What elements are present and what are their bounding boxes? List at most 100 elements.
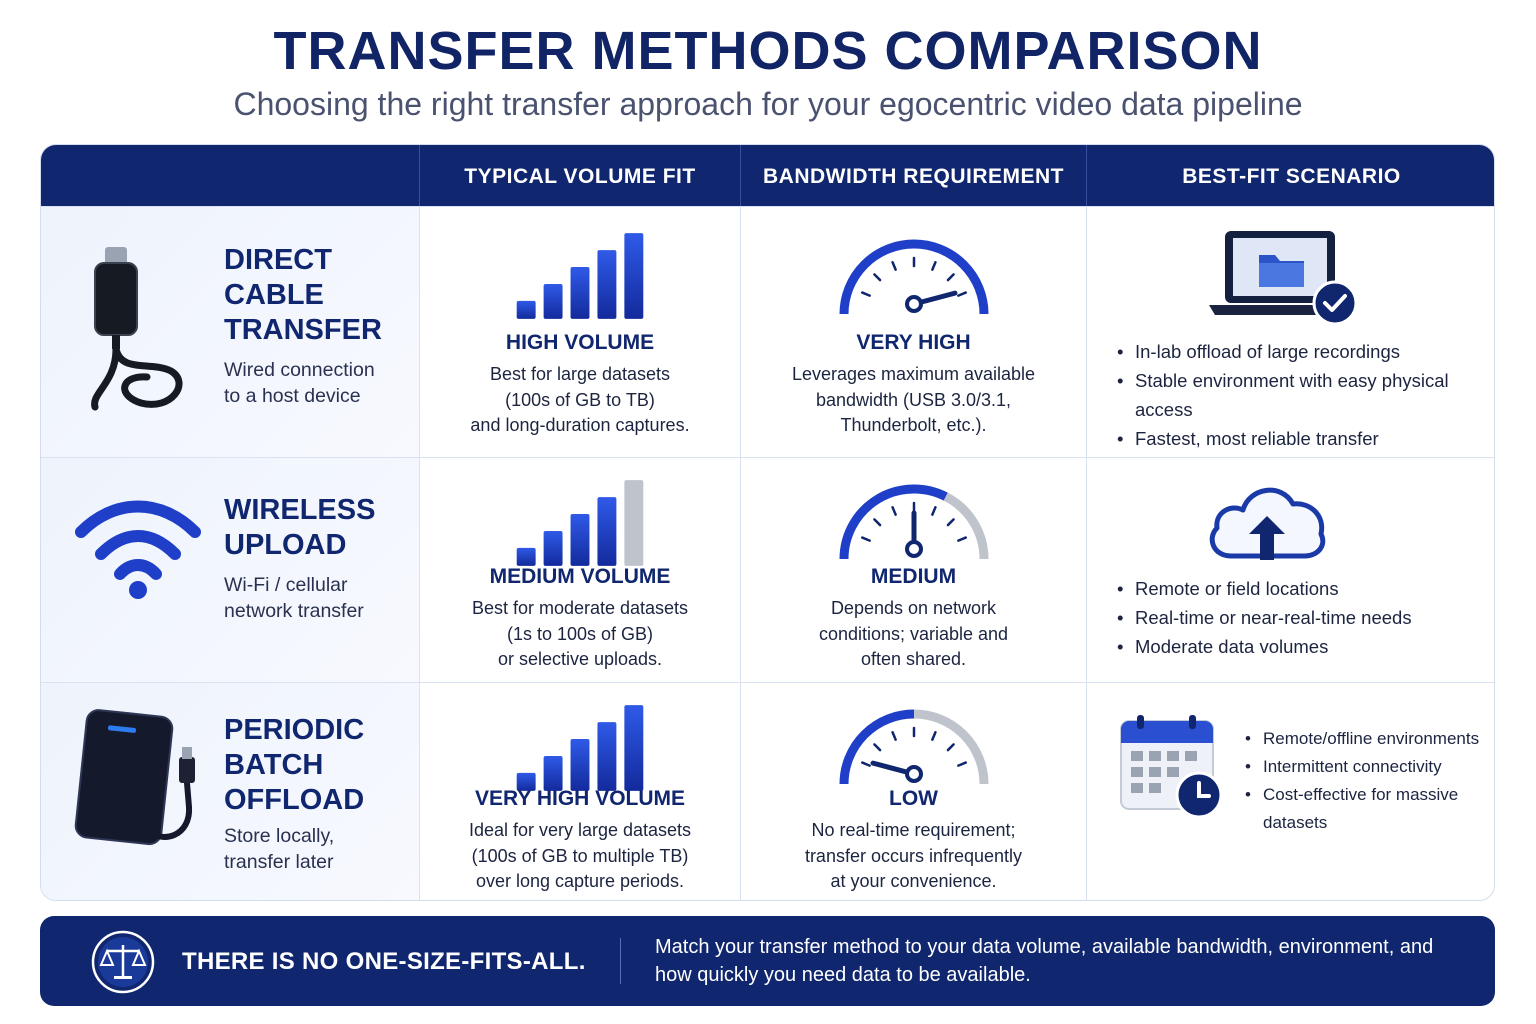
gauge-tick	[873, 518, 882, 527]
method-cell: PERIODIC BATCH OFFLOAD Store locally, tr…	[41, 683, 419, 900]
method-cell: DIRECT CABLE TRANSFER Wired connection t…	[41, 207, 419, 457]
volume-bar	[543, 283, 563, 319]
gauge-tick	[946, 273, 955, 282]
volume-cell: VERY HIGH VOLUME Ideal for very large da…	[419, 683, 740, 900]
method-description: Wired connection to a host device	[224, 359, 375, 407]
volume-bar	[543, 530, 563, 566]
method-name: WIRELESS UPLOAD	[224, 494, 376, 561]
speedometer-icon	[839, 239, 989, 315]
volume-bar	[516, 772, 536, 791]
volume-bars-icon	[516, 233, 644, 319]
gauge-tick	[861, 291, 871, 297]
footer-text: Match your transfer method to your data …	[655, 936, 1434, 986]
volume-bar	[597, 722, 617, 791]
laptop-folder-check-icon	[1209, 231, 1358, 326]
list-item: Remote/offline environments	[1245, 725, 1490, 753]
volume-text: Best for large datasets (100s of GB to T…	[470, 364, 690, 435]
footer-banner: THERE IS NO ONE-SIZE-FITS-ALL. Match you…	[40, 916, 1495, 1006]
volume-title: VERY HIGH VOLUME	[474, 787, 686, 810]
volume-bar	[543, 755, 563, 791]
volume-bar	[597, 497, 617, 566]
list-item: Fastest, most reliable transfer	[1117, 424, 1477, 453]
bandwidth-cell: MEDIUM Depends on network conditions; va…	[740, 458, 1086, 682]
gauge-tick	[861, 761, 871, 767]
volume-bar	[516, 547, 536, 566]
method-name: DIRECT CABLE TRANSFER	[224, 244, 382, 346]
list-item: Stable environment with easy physical ac…	[1117, 366, 1477, 424]
table-row-wireless: WIRELESS UPLOAD Wi-Fi / cellular network…	[41, 457, 1494, 682]
method-name: PERIODIC BATCH OFFLOAD	[224, 714, 365, 816]
method-cell: WIRELESS UPLOAD Wi-Fi / cellular network…	[41, 458, 419, 682]
volume-bars-icon	[516, 480, 644, 566]
gauge-arc	[839, 484, 948, 560]
list-item: Moderate data volumes	[1117, 632, 1477, 661]
gauge-arc	[839, 239, 989, 315]
list-item: Real-time or near-real-time needs	[1117, 603, 1477, 632]
gauge-tick	[861, 536, 871, 542]
column-header-method	[41, 145, 419, 206]
page-subtitle: Choosing the right transfer approach for…	[233, 86, 1303, 122]
balance-scale-icon	[91, 930, 155, 994]
gauge-hub	[905, 540, 923, 558]
volume-bar	[624, 233, 644, 319]
gauge-tick	[957, 536, 967, 542]
gauge-tick	[957, 761, 967, 767]
list-item: Cost-effective for massive datasets	[1245, 781, 1490, 837]
gauge-arc	[839, 709, 915, 785]
table-header: TYPICAL VOLUME FIT BANDWIDTH REQUIREMENT…	[41, 145, 1494, 206]
bandwidth-cell: VERY HIGH Leverages maximum available ba…	[740, 207, 1086, 457]
table-row-batch-offload: PERIODIC BATCH OFFLOAD Store locally, tr…	[41, 682, 1494, 900]
volume-text: Best for moderate datasets (1s to 100s o…	[471, 598, 689, 669]
volume-bar	[624, 480, 644, 566]
volume-bar	[516, 300, 536, 319]
scenario-cell: In-lab offload of large recordings Stabl…	[1086, 207, 1494, 457]
gauge-tick	[873, 273, 882, 282]
column-header-scenario: BEST-FIT SCENARIO	[1086, 145, 1494, 206]
gauge-tick	[946, 518, 955, 527]
gauge-tick	[946, 743, 955, 752]
method-description: Wi-Fi / cellular network transfer	[224, 574, 364, 622]
volume-bar	[624, 705, 644, 791]
comparison-table: TYPICAL VOLUME FIT BANDWIDTH REQUIREMENT…	[40, 144, 1495, 901]
footer-tagline: THERE IS NO ONE-SIZE-FITS-ALL.	[182, 948, 586, 975]
list-item: Remote or field locations	[1117, 574, 1477, 603]
gauge-tick	[931, 261, 937, 271]
calendar-clock-icon	[1120, 715, 1223, 819]
volume-text: Ideal for very large datasets (100s of G…	[468, 820, 692, 891]
bandwidth-text: Depends on network conditions; variable …	[818, 598, 1009, 669]
volume-cell: HIGH VOLUME Best for large datasets (100…	[419, 207, 740, 457]
volume-bar	[570, 267, 590, 319]
volume-bars-icon	[516, 705, 644, 791]
gauge-tick	[931, 731, 937, 741]
gauge-arc	[913, 709, 989, 785]
method-description: Store locally, transfer later	[224, 825, 335, 873]
gauge-tick	[891, 506, 897, 516]
bandwidth-cell: LOW No real-time requirement; transfer o…	[740, 683, 1086, 900]
external-drive-icon	[74, 709, 195, 846]
footer-divider	[620, 938, 621, 984]
list-item: In-lab offload of large recordings	[1117, 337, 1477, 366]
volume-bar	[597, 250, 617, 319]
volume-bar	[570, 514, 590, 566]
wifi-icon	[75, 500, 201, 599]
speedometer-icon	[839, 484, 989, 560]
scenario-cell: Remote or field locations Real-time or n…	[1086, 458, 1494, 682]
bandwidth-title: MEDIUM	[870, 565, 957, 588]
table-row-direct-cable: DIRECT CABLE TRANSFER Wired connection t…	[41, 206, 1494, 457]
gauge-tick	[891, 261, 897, 271]
volume-bar	[570, 739, 590, 791]
gauge-tick	[931, 506, 937, 516]
bandwidth-text: Leverages maximum available bandwidth (U…	[791, 364, 1036, 435]
volume-cell: MEDIUM VOLUME Best for moderate datasets…	[419, 458, 740, 682]
volume-title: MEDIUM VOLUME	[489, 565, 671, 588]
usb-cable-icon	[91, 247, 183, 411]
scenario-list: Remote/offline environments Intermittent…	[1245, 725, 1490, 837]
list-item: Intermittent connectivity	[1245, 753, 1490, 781]
gauge-tick	[873, 743, 882, 752]
scenario-list: In-lab offload of large recordings Stabl…	[1117, 337, 1477, 453]
volume-title: HIGH VOLUME	[505, 331, 655, 354]
gauge-tick	[957, 291, 967, 297]
scenario-list: Remote or field locations Real-time or n…	[1117, 574, 1477, 661]
gauge-hub	[905, 765, 923, 783]
speedometer-icon	[839, 709, 989, 785]
